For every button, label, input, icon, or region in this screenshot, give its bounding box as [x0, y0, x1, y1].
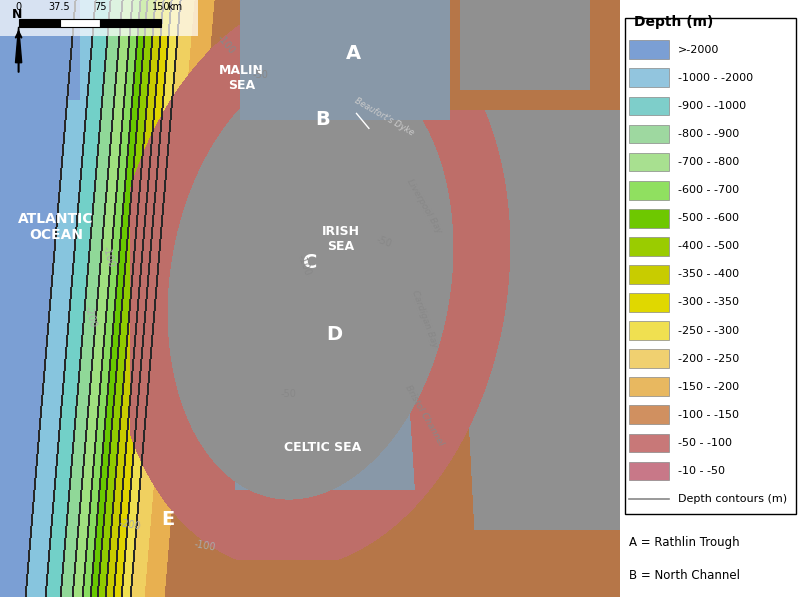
Text: -50 - -100: -50 - -100 [678, 438, 732, 448]
Text: ATLANTIC
OCEAN: ATLANTIC OCEAN [18, 212, 94, 242]
Text: -150 - -200: -150 - -200 [678, 381, 738, 392]
Text: 37.5: 37.5 [49, 2, 70, 12]
Text: -700 - -800: -700 - -800 [678, 157, 739, 167]
Bar [626, 17, 796, 513]
Text: C: C [303, 253, 317, 272]
Text: -100: -100 [193, 540, 216, 553]
Text: IRISH
SEA: IRISH SEA [322, 225, 360, 253]
Text: B = North Channel: B = North Channel [629, 568, 740, 581]
Text: D: D [326, 325, 343, 344]
Text: -100: -100 [215, 33, 237, 56]
Text: Bristol Channel: Bristol Channel [404, 383, 446, 447]
Text: -600 - -700: -600 - -700 [678, 185, 738, 195]
Text: -800 - -900: -800 - -900 [678, 129, 739, 139]
Bar [629, 237, 669, 256]
Text: 0: 0 [15, 2, 22, 12]
Text: -250 - -300: -250 - -300 [678, 325, 738, 336]
Text: Cardigan Bay: Cardigan Bay [410, 290, 439, 349]
Bar [629, 293, 669, 312]
Bar [629, 405, 669, 424]
Text: Beaufort's Dyke: Beaufort's Dyke [353, 96, 416, 137]
Text: -100: -100 [295, 254, 312, 278]
Bar [629, 377, 669, 396]
Text: -100 - -150: -100 - -150 [678, 410, 738, 420]
Bar [629, 181, 669, 199]
Bar [629, 125, 669, 143]
Text: -10 - -50: -10 - -50 [678, 466, 725, 476]
Text: E: E [161, 510, 174, 529]
Text: MALIN
SEA: MALIN SEA [219, 64, 264, 91]
Text: N: N [12, 8, 22, 21]
Text: Depth contours (m): Depth contours (m) [678, 494, 786, 504]
Bar [629, 153, 669, 171]
Bar [629, 265, 669, 284]
Text: -300 - -350: -300 - -350 [678, 297, 738, 307]
Text: -900 - -1000: -900 - -1000 [678, 101, 746, 111]
Text: -200: -200 [82, 304, 98, 328]
Text: -350 - -400: -350 - -400 [678, 269, 738, 279]
Text: 75: 75 [94, 2, 106, 12]
Text: -200 - -250: -200 - -250 [678, 353, 739, 364]
Bar [629, 321, 669, 340]
Text: -400 - -500: -400 - -500 [678, 241, 738, 251]
Text: A: A [346, 44, 361, 63]
Text: A = Rathlin Trough: A = Rathlin Trough [629, 537, 740, 549]
Text: >-2000: >-2000 [678, 45, 719, 55]
Bar [629, 209, 669, 227]
Text: -500 - -600: -500 - -600 [678, 213, 738, 223]
Bar [18, 19, 59, 27]
Text: Depth (m): Depth (m) [634, 14, 714, 29]
Bar [629, 41, 669, 59]
Text: -50: -50 [253, 70, 268, 79]
Text: -50: -50 [375, 235, 394, 249]
Bar [629, 349, 669, 368]
Bar [629, 97, 669, 115]
Bar [629, 433, 669, 453]
Bar [101, 19, 161, 27]
Text: -200: -200 [118, 519, 142, 532]
Text: km: km [167, 2, 182, 12]
Text: -1000 - -2000: -1000 - -2000 [678, 73, 753, 83]
Text: -50: -50 [280, 389, 296, 399]
Text: -100: -100 [101, 245, 116, 269]
Text: 150: 150 [152, 2, 170, 12]
Bar [0, 0, 198, 36]
Bar [629, 461, 669, 481]
Polygon shape [15, 27, 22, 63]
Bar [59, 19, 101, 27]
Text: CELTIC SEA: CELTIC SEA [284, 441, 361, 454]
Bar [629, 69, 669, 87]
Text: Liverpool Bay: Liverpool Bay [406, 177, 444, 235]
Text: B: B [315, 110, 330, 129]
